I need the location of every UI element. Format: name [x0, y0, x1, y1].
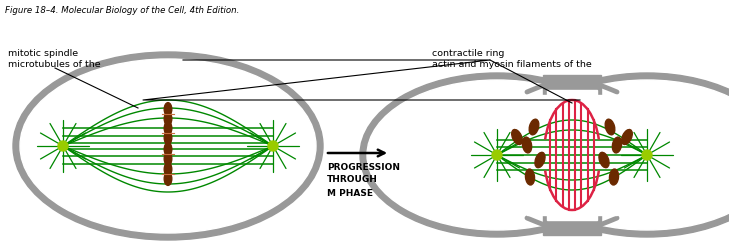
Text: PROGRESSION: PROGRESSION [327, 163, 400, 172]
Circle shape [268, 141, 278, 151]
Ellipse shape [164, 122, 172, 135]
Ellipse shape [164, 103, 172, 116]
Text: M PHASE: M PHASE [327, 189, 373, 198]
Ellipse shape [517, 80, 729, 230]
Text: mitotic spindle: mitotic spindle [8, 49, 78, 58]
Ellipse shape [164, 131, 172, 144]
Ellipse shape [164, 163, 172, 176]
Circle shape [642, 150, 652, 160]
Ellipse shape [164, 172, 172, 185]
Ellipse shape [605, 119, 615, 135]
Ellipse shape [535, 152, 545, 168]
Ellipse shape [164, 152, 172, 165]
Ellipse shape [512, 130, 522, 145]
Ellipse shape [360, 73, 634, 237]
Ellipse shape [529, 119, 539, 135]
FancyBboxPatch shape [527, 95, 617, 215]
Ellipse shape [523, 137, 531, 153]
Ellipse shape [164, 112, 172, 125]
Ellipse shape [526, 169, 534, 185]
Ellipse shape [367, 80, 627, 230]
Circle shape [492, 150, 502, 160]
Text: microtubules of the: microtubules of the [8, 60, 101, 69]
Text: Figure 18–4. Molecular Biology of the Cell, 4th Edition.: Figure 18–4. Molecular Biology of the Ce… [5, 6, 239, 15]
Text: actin and myosin filaments of the: actin and myosin filaments of the [432, 60, 592, 69]
Ellipse shape [20, 59, 316, 233]
Text: THROUGH: THROUGH [327, 175, 378, 184]
FancyBboxPatch shape [543, 75, 601, 235]
FancyBboxPatch shape [547, 90, 597, 220]
Ellipse shape [622, 130, 632, 145]
Ellipse shape [599, 152, 609, 168]
Ellipse shape [612, 137, 622, 153]
Text: contractile ring: contractile ring [432, 49, 504, 58]
Ellipse shape [510, 73, 729, 237]
Ellipse shape [609, 169, 618, 185]
Ellipse shape [164, 143, 172, 156]
Ellipse shape [13, 52, 323, 240]
Circle shape [58, 141, 68, 151]
